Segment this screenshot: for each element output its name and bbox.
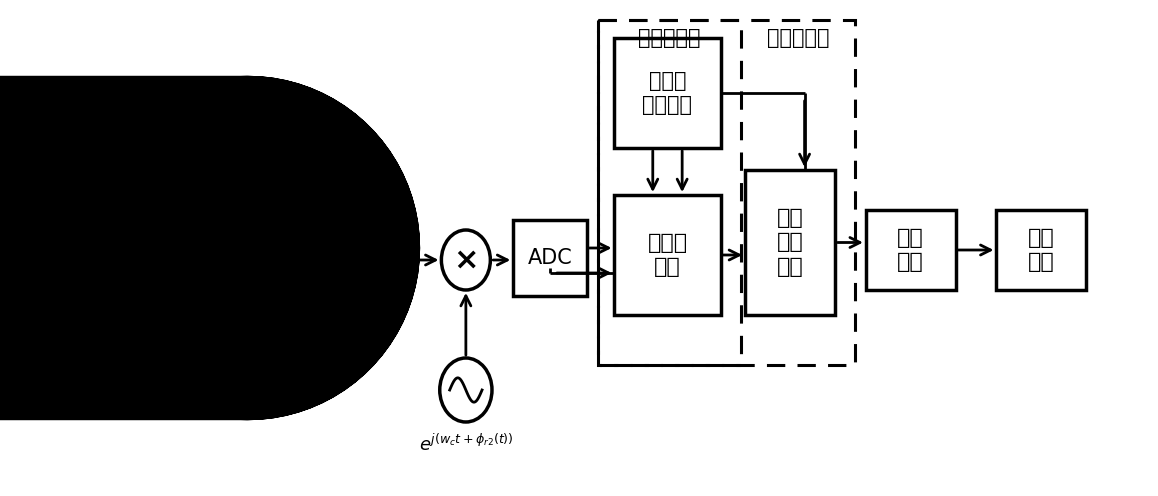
Circle shape: [440, 358, 492, 422]
Bar: [615, 195, 720, 315]
Bar: [996, 210, 1086, 290]
Bar: [615, 38, 720, 148]
Text: ADC: ADC: [528, 248, 572, 268]
Text: 自干扰
消除: 自干扰 消除: [647, 233, 688, 277]
Text: 匹配
接收: 匹配 接收: [897, 228, 924, 272]
Bar: [598, 20, 741, 365]
Text: 第一步消除: 第一步消除: [638, 28, 701, 48]
Text: 自干扰
抵消信号: 自干扰 抵消信号: [643, 70, 692, 116]
Text: 第二步消除: 第二步消除: [767, 28, 829, 48]
Bar: [745, 170, 835, 315]
Text: 解码
映射: 解码 映射: [1028, 228, 1055, 272]
Bar: [598, 20, 856, 365]
Circle shape: [441, 230, 490, 290]
Text: ×: ×: [453, 246, 478, 274]
Text: 射频
消除: 射频 消除: [330, 238, 357, 282]
Bar: [866, 210, 955, 290]
Bar: [513, 220, 587, 296]
Bar: [291, 210, 396, 310]
Text: 期望
信号
恢复: 期望 信号 恢复: [777, 208, 804, 277]
Text: $e^{j(w_ct+\phi_{r2}(t))}$: $e^{j(w_ct+\phi_{r2}(t))}$: [418, 434, 513, 455]
